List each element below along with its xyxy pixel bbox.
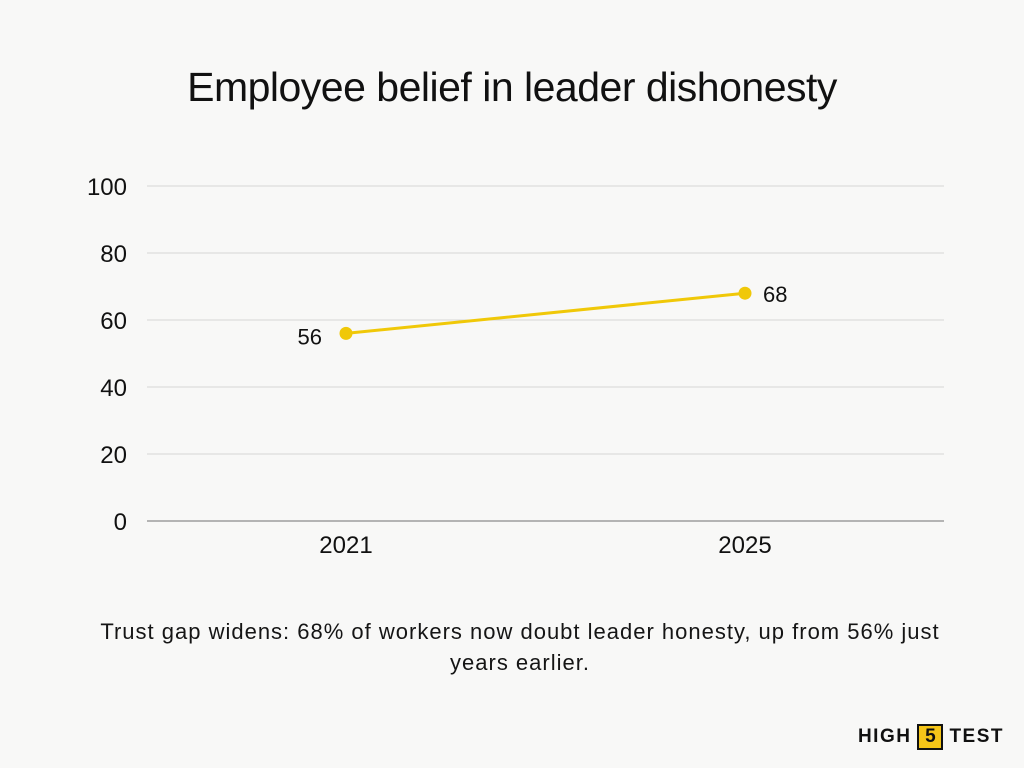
brand-number-box: 5 [917, 724, 944, 750]
y-tick-label: 40 [100, 375, 127, 402]
y-tick-label: 20 [100, 442, 127, 469]
y-tick-label: 80 [100, 241, 127, 268]
data-label: 68 [763, 282, 787, 307]
data-point [738, 286, 752, 300]
data-point [339, 326, 353, 340]
chart-caption: Trust gap widens: 68% of workers now dou… [100, 619, 940, 675]
line-chart: 0 20 40 60 80 100 2021 2025 56 68 [87, 174, 944, 559]
data-label: 56 [298, 324, 322, 349]
brand-text-test: TEST [949, 726, 1004, 747]
series-line [344, 291, 747, 335]
y-tick-label: 0 [114, 509, 127, 536]
x-tick-label: 2025 [718, 532, 771, 559]
brand-text-high: HIGH [857, 726, 912, 747]
y-tick-label: 60 [100, 308, 127, 335]
brand-logo: HIGH 5 TEST [858, 724, 1004, 750]
chart-title: Employee belief in leader dishonesty [187, 64, 837, 110]
y-tick-label: 100 [87, 174, 127, 201]
x-tick-label: 2021 [319, 532, 372, 559]
